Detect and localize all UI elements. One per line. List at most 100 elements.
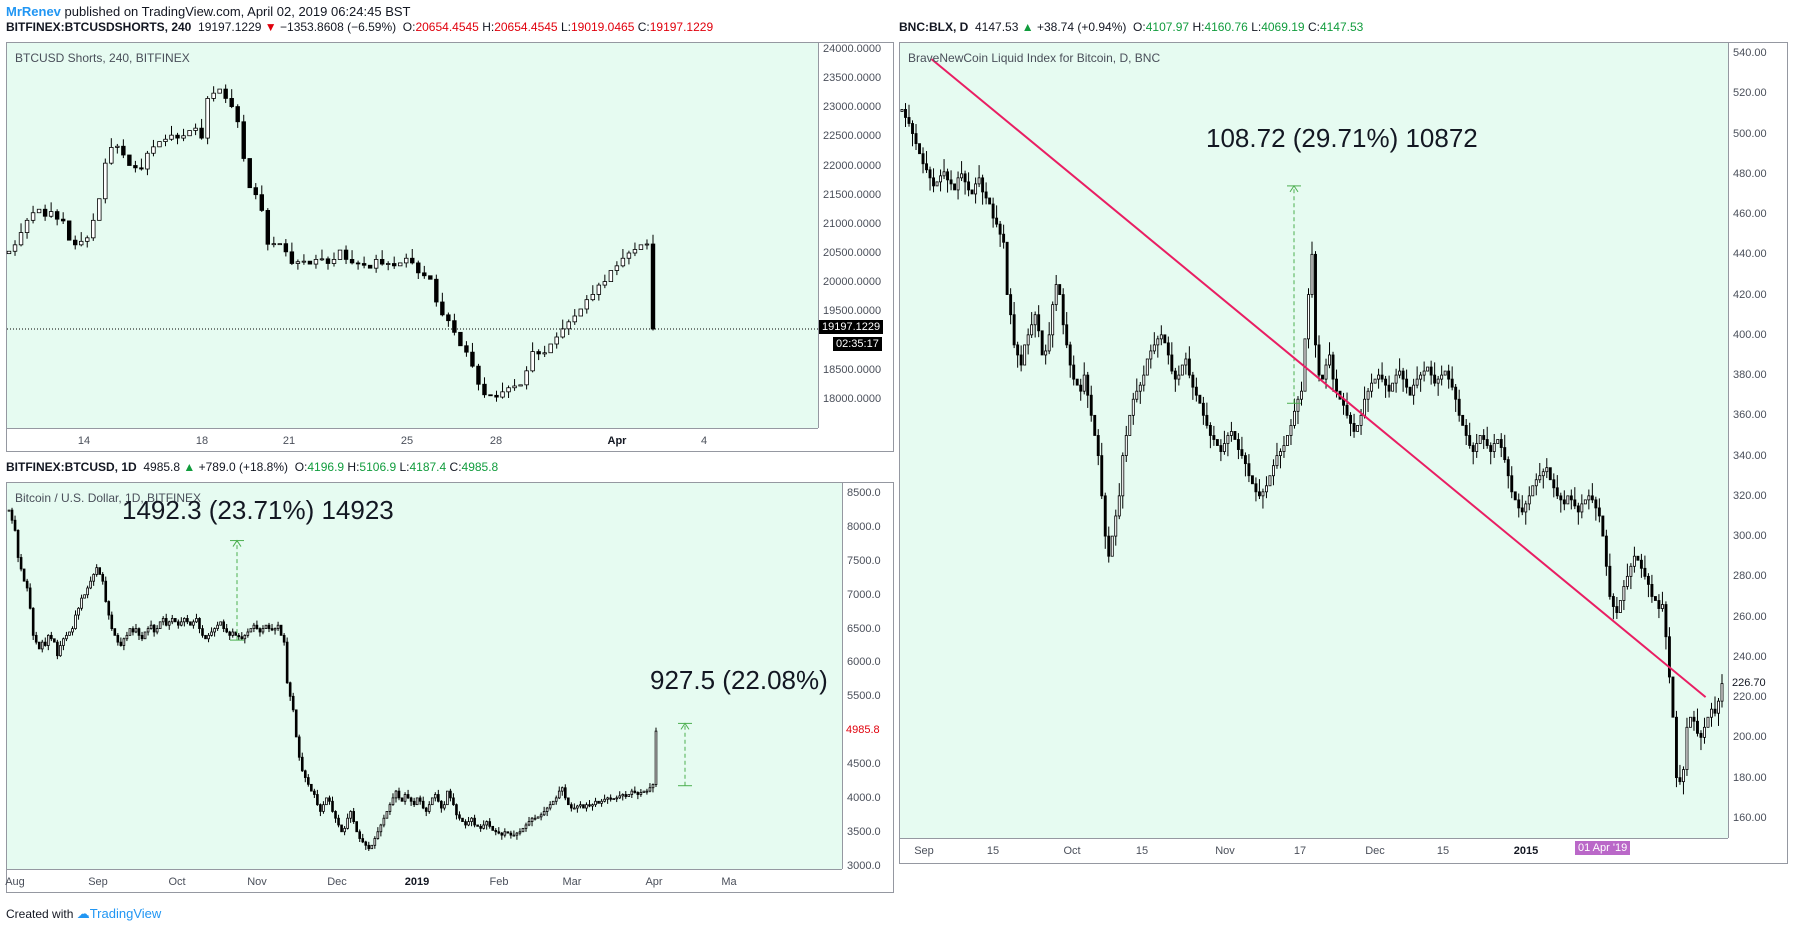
chart-a-symbol[interactable]: BITFINEX:BTCUSDSHORTS, 240 xyxy=(6,20,192,34)
candle xyxy=(1366,388,1370,412)
candle xyxy=(1618,600,1622,613)
candle xyxy=(169,125,174,141)
price-axis-label: 22000.0000 xyxy=(823,159,882,172)
candle xyxy=(10,507,14,524)
chart-b-change: +789.0 (+18.8%) xyxy=(198,460,289,474)
chart-c-time-axis[interactable]: 01 Apr '19 Sep 15 Oct 15 Nov 17 Dec 15 2015 xyxy=(900,838,1728,861)
candle xyxy=(600,798,603,807)
candle xyxy=(110,611,114,631)
price-axis-label: 500.00 xyxy=(1733,127,1767,140)
candle xyxy=(1296,396,1300,425)
candle xyxy=(573,803,576,810)
candle xyxy=(494,390,499,402)
chart-c-plot[interactable]: BraveNewCoin Liquid Index for Bitcoin, D… xyxy=(900,43,1728,838)
trendline[interactable] xyxy=(930,58,1707,698)
price-axis-label: 24000.0000 xyxy=(823,42,882,55)
chart-c-symbol[interactable]: BNC:BLX, D xyxy=(899,20,969,34)
candle xyxy=(271,236,277,248)
candle xyxy=(252,622,256,633)
candle xyxy=(615,795,619,803)
candle xyxy=(394,789,398,803)
chart-b-time-axis[interactable]: Aug Sep Oct Nov Dec 2019 Feb Mar Apr Ma xyxy=(5,869,842,892)
candle xyxy=(1156,335,1160,358)
measure-arrow[interactable] xyxy=(678,722,692,787)
candle xyxy=(1005,241,1009,295)
candle xyxy=(1243,452,1247,477)
measure-arrow[interactable] xyxy=(230,539,244,641)
candle xyxy=(1611,593,1615,620)
candle xyxy=(1489,442,1493,465)
candle xyxy=(591,803,594,811)
footer-created-with: Created with xyxy=(6,907,74,921)
footer-brand[interactable]: TradingView xyxy=(89,906,162,921)
price-axis-label: 400.00 xyxy=(1733,328,1767,341)
chart-a-price-axis[interactable]: 24000.0000 23500.0000 23000.0000 22500.0000… xyxy=(818,43,894,428)
candle xyxy=(107,600,111,620)
candle xyxy=(307,774,310,787)
candle xyxy=(241,114,246,162)
candle xyxy=(506,831,510,834)
candle xyxy=(1597,498,1601,523)
candle xyxy=(545,806,549,817)
candle xyxy=(79,232,84,247)
candle xyxy=(1475,433,1479,458)
candle xyxy=(42,204,48,221)
candle xyxy=(570,802,573,812)
candle xyxy=(85,235,90,248)
candle xyxy=(68,631,71,636)
candle xyxy=(530,817,534,827)
candle xyxy=(582,804,585,809)
candle xyxy=(313,788,316,798)
candle xyxy=(195,613,198,623)
chart-a-high: 20654.4545 xyxy=(494,20,558,34)
chart-b-plot[interactable]: Bitcoin / U.S. Dollar, 1D, BITFINEX 1492… xyxy=(7,483,842,869)
candle xyxy=(1170,342,1174,375)
time-axis-label: Dec xyxy=(327,876,347,888)
candle xyxy=(476,824,479,827)
candle xyxy=(285,637,289,684)
time-axis-label: Oct xyxy=(1063,845,1081,857)
candle xyxy=(530,342,535,373)
candle xyxy=(995,205,999,228)
candle xyxy=(364,840,368,850)
candle xyxy=(1212,425,1216,446)
time-axis-label: 2015 xyxy=(1513,845,1539,857)
candle xyxy=(584,295,589,314)
time-axis-label: Oct xyxy=(168,876,186,888)
candle xyxy=(506,385,511,398)
measure-arrow[interactable] xyxy=(1287,184,1301,404)
chart-a-plot[interactable]: BTCUSD Shorts, 240, BITFINEX xyxy=(6,43,818,428)
candle xyxy=(1569,489,1573,510)
candle xyxy=(1703,717,1706,744)
candle xyxy=(551,800,555,806)
candle xyxy=(633,786,637,794)
chart-b-price-axis[interactable]: 8500.0 8000.0 7500.0 7000.0 6500.0 6000.0 5500… xyxy=(842,483,894,872)
chart-b-symbol[interactable]: BITFINEX:BTCUSD, 1D xyxy=(6,460,137,474)
candle xyxy=(28,583,32,610)
chart-a-time-axis[interactable]: 14 18 21 25 28 Apr 4 xyxy=(7,428,818,451)
chart-c-price-axis[interactable]: 540.00 520.00 500.00 480.00 460.00 440.00 420.… xyxy=(1728,43,1788,838)
price-axis-label: 21000.0000 xyxy=(823,217,882,230)
time-axis-label: 15 xyxy=(1135,845,1149,857)
chart-b-panel[interactable]: Bitcoin / U.S. Dollar, 1D, BITFINEX 1492… xyxy=(5,482,894,893)
candle xyxy=(503,828,507,838)
chart-a-panel[interactable]: BTCUSD Shorts, 240, BITFINEX 24000.0000 2… xyxy=(6,42,894,452)
price-axis-label: 20500.0000 xyxy=(823,247,882,259)
candle xyxy=(1541,468,1545,489)
candle xyxy=(201,625,204,638)
candle xyxy=(648,783,652,793)
candle xyxy=(104,576,108,603)
candle xyxy=(548,343,553,354)
candle xyxy=(48,202,54,218)
candle xyxy=(963,170,967,195)
price-axis-label: 21500.0000 xyxy=(823,188,882,201)
candle xyxy=(1629,563,1633,590)
author-link[interactable]: MrRenev xyxy=(6,4,61,19)
candle xyxy=(66,220,72,241)
candle xyxy=(418,795,422,805)
tradingview-logo-icon[interactable]: ☁ xyxy=(76,906,90,921)
chart-c-panel[interactable]: BraveNewCoin Liquid Index for Bitcoin, D… xyxy=(899,42,1788,864)
candle xyxy=(488,394,493,397)
candle xyxy=(46,634,50,651)
candle xyxy=(1026,328,1030,355)
